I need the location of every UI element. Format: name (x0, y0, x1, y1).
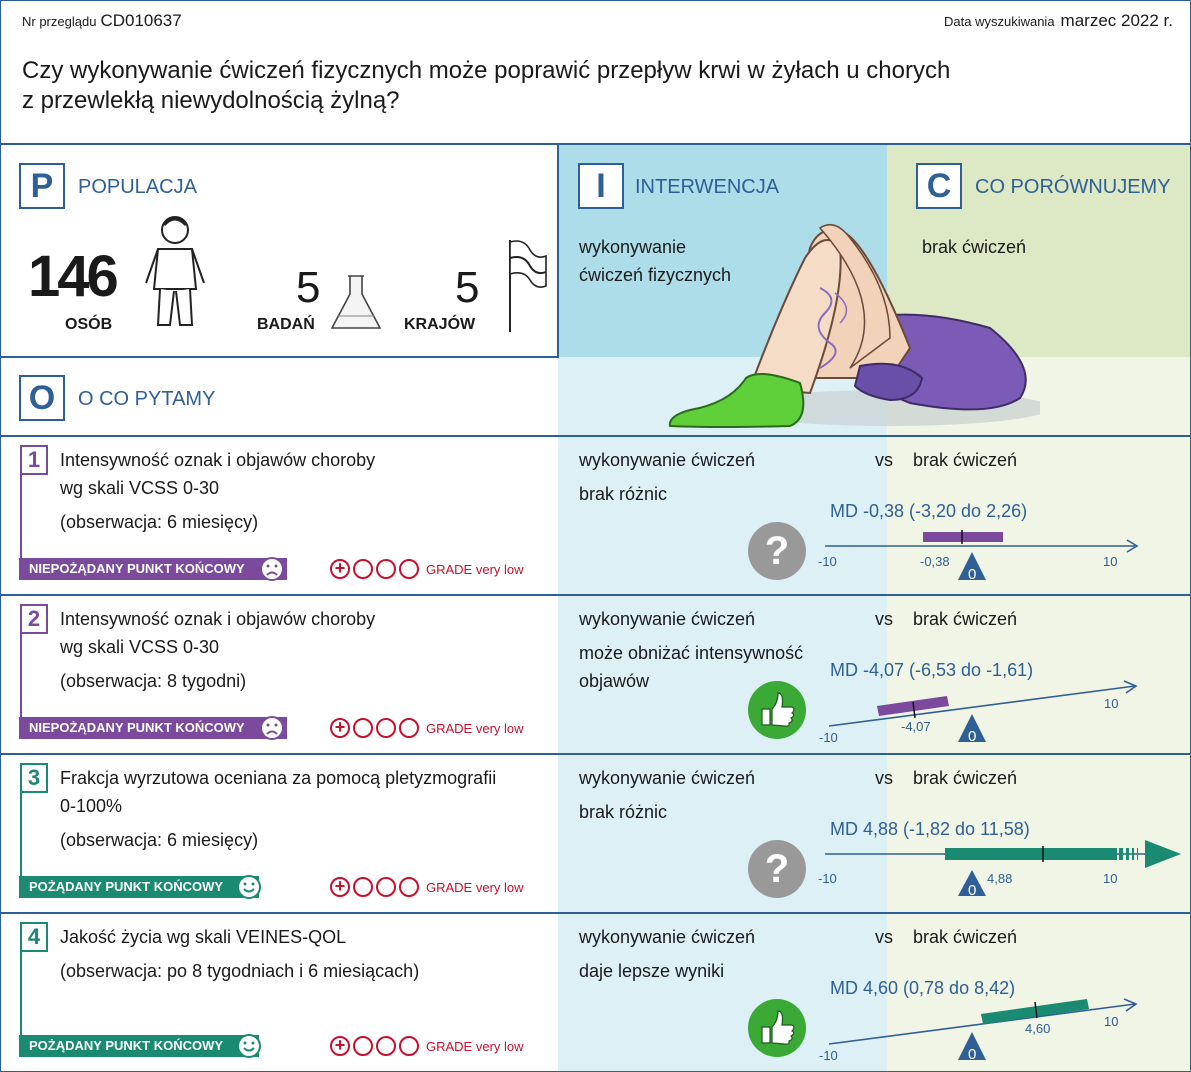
intervention-text-1: wykonywanie (579, 237, 687, 257)
outcome-letter: O (19, 375, 65, 421)
flag-icon (509, 240, 547, 332)
svg-text:4,60: 4,60 (1025, 1021, 1050, 1036)
svg-text:0: 0 (968, 728, 976, 745)
main-question: Czy wykonywanie ćwiczeń fizycznych może … (22, 57, 951, 114)
result-text-2: objawów (579, 671, 650, 691)
outcome-title: O CO PYTAMY (78, 388, 216, 410)
sad-face-icon (260, 557, 284, 581)
grade-rating: + GRADE very low (330, 559, 524, 579)
forest-plot-3: 0 -10 10 4,88 (818, 840, 1181, 898)
svg-text:0: 0 (968, 1046, 976, 1063)
question-icon: ? (748, 522, 806, 580)
svg-text:10: 10 (1103, 554, 1117, 569)
countries-label: KRAJÓW (404, 316, 476, 333)
svg-text:-10: -10 (819, 730, 838, 745)
smile-face-icon (237, 1034, 261, 1058)
result-comparison: brak ćwiczeń (913, 927, 1018, 947)
people-label: OSÓB (65, 316, 113, 333)
endpoint-tag: POŻĄDANY PUNKT KOŃCOWY (19, 1035, 259, 1057)
result-text: daje lepsze wyniki (579, 961, 725, 981)
result-intervention: wykonywanie ćwiczeń (579, 768, 756, 788)
grade-rating: + GRADE very low (330, 718, 524, 738)
result-comparison: brak ćwiczeń (913, 609, 1018, 629)
result-intervention: wykonywanie ćwiczeń (579, 927, 756, 947)
result-intervention: wykonywanie ćwiczeń (579, 609, 756, 629)
outcome-description: Intensywność oznak i objawów choroby wg s… (60, 609, 376, 691)
svg-text:-10: -10 (818, 871, 837, 886)
result-vs: vs (875, 768, 893, 788)
svg-text:-10: -10 (818, 554, 837, 569)
comparison-column-bg (887, 357, 1190, 1071)
population-letter: P (19, 163, 65, 209)
studies-count: 5 (296, 263, 321, 312)
outcome-number: 4 (20, 922, 48, 952)
endpoint-tag: NIEPOŻĄDANY PUNKT KOŃCOWY (19, 717, 287, 739)
result-text: brak różnic (579, 484, 668, 504)
smile-face-icon (237, 875, 261, 899)
people-count: 146 (28, 244, 119, 309)
comparison-title: CO PORÓWNUJEMY (975, 176, 1171, 198)
intervention-text-2: ćwiczeń fizycznych (579, 265, 732, 285)
outcome-description: Frakcja wyrzutowa oceniana za pomocą ple… (60, 768, 497, 850)
flask-icon (330, 275, 382, 329)
sad-face-icon (260, 716, 284, 740)
md-value: MD 4,88 (-1,82 do 11,58) (830, 819, 1030, 839)
result-vs: vs (875, 927, 893, 947)
studies-label: BADAŃ (257, 316, 315, 333)
comparison-letter: C (916, 163, 962, 209)
forest-plot-4: 0 -10 10 4,60 (819, 998, 1138, 1063)
svg-text:0: 0 (968, 882, 976, 898)
result-vs: vs (875, 609, 893, 629)
md-value: MD -4,07 (-6,53 do -1,61) (830, 660, 1034, 680)
svg-text:10: 10 (1104, 696, 1118, 711)
search-date: Data wyszukiwania marzec 2022 r. (944, 11, 1173, 30)
svg-text:-4,07: -4,07 (901, 719, 931, 734)
result-text: może obniżać intensywność (579, 643, 804, 663)
svg-text:-0,38: -0,38 (920, 554, 950, 569)
svg-text:10: 10 (1103, 871, 1117, 886)
outcome-description: Jakość życia wg skali VEINES-QOL (obserwa… (60, 927, 420, 981)
result-comparison: brak ćwiczeń (913, 450, 1018, 470)
forest-plot-1: 0 -10 10 -0,38 (818, 530, 1139, 583)
result-comparison: brak ćwiczeń (913, 768, 1018, 788)
endpoint-tag: NIEPOŻĄDANY PUNKT KOŃCOWY (19, 558, 287, 580)
population-title: POPULACJA (78, 176, 197, 198)
result-text: brak różnic (579, 802, 668, 822)
question-icon: ? (748, 840, 806, 898)
outcome-description: Intensywność oznak i objawów choroby wg s… (60, 450, 376, 532)
outcome-number: 2 (20, 604, 48, 634)
intervention-letter: I (578, 163, 624, 209)
outcome-number: 1 (20, 445, 48, 475)
review-number: Nr przeglądu CD010637 (22, 11, 182, 30)
md-value: MD 4,60 (0,78 do 8,42) (830, 978, 1016, 998)
result-intervention: wykonywanie ćwiczeń (579, 450, 756, 470)
outcome-number: 3 (20, 763, 48, 793)
intervention-column-bg (558, 357, 887, 1071)
svg-text:-10: -10 (819, 1048, 838, 1063)
md-value: MD -0,38 (-3,20 do 2,26) (830, 501, 1028, 521)
thumbs-up-icon (748, 999, 806, 1057)
forest-plot-2: 0 -10 10 -4,07 (819, 680, 1138, 745)
intervention-title: INTERWENCJA (635, 176, 780, 198)
thumbs-up-icon (748, 681, 806, 739)
person-icon (145, 216, 205, 326)
svg-text:4,88: 4,88 (987, 871, 1012, 886)
legs-illustration (668, 223, 1040, 428)
endpoint-tag: POŻĄDANY PUNKT KOŃCOWY (19, 876, 259, 898)
svg-text:10: 10 (1104, 1014, 1118, 1029)
comparison-text: brak ćwiczeń (922, 237, 1027, 257)
grade-rating: + GRADE very low (330, 877, 524, 897)
countries-count: 5 (455, 263, 480, 312)
result-vs: vs (875, 450, 893, 470)
grade-rating: + GRADE very low (330, 1036, 524, 1056)
svg-text:0: 0 (968, 566, 976, 583)
